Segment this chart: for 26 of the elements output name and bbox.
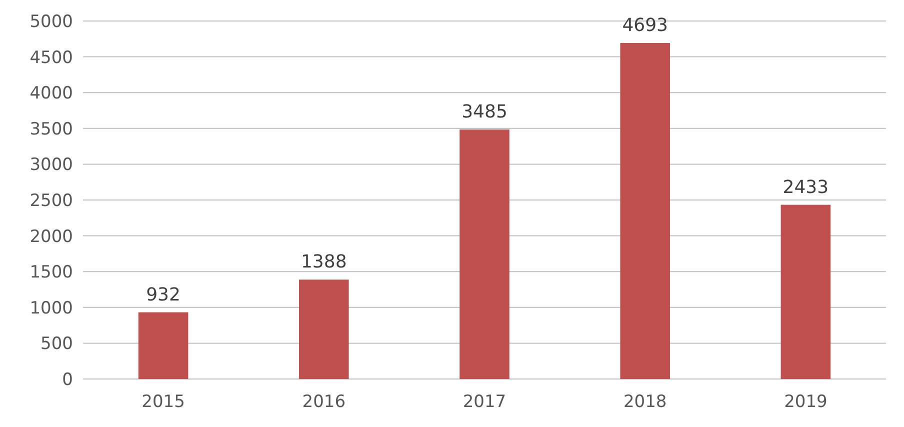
data-label: 1388: [300, 252, 347, 273]
data-label: 2433: [782, 176, 829, 198]
data-label: 932: [146, 284, 180, 306]
x-tick-label: 2019: [784, 392, 828, 412]
data-label: 3485: [462, 101, 508, 122]
bar: [299, 280, 349, 379]
y-tick-label: 5000: [30, 12, 73, 32]
x-tick-label: 2015: [142, 392, 185, 412]
bar: [620, 42, 670, 379]
y-tick-label: 3000: [30, 155, 73, 176]
bar: [780, 204, 831, 379]
y-tick-label: 4000: [30, 84, 73, 104]
y-tick-label: 3500: [30, 119, 73, 140]
x-tick-label: 2018: [623, 392, 667, 412]
y-tick-label: 4500: [30, 48, 73, 68]
y-tick-label: 1000: [30, 298, 73, 318]
y-tick-label: 2000: [30, 226, 73, 247]
x-tick-label: 2017: [462, 392, 506, 412]
data-label: 4693: [622, 14, 668, 36]
bar: [460, 129, 510, 379]
y-tick-label: 0: [62, 370, 73, 390]
bar: [138, 312, 188, 379]
y-tick-label: 1500: [30, 262, 73, 283]
y-tick-label: 2500: [30, 190, 73, 211]
y-tick-label: 500: [40, 334, 73, 354]
x-tick-label: 2016: [302, 392, 346, 412]
